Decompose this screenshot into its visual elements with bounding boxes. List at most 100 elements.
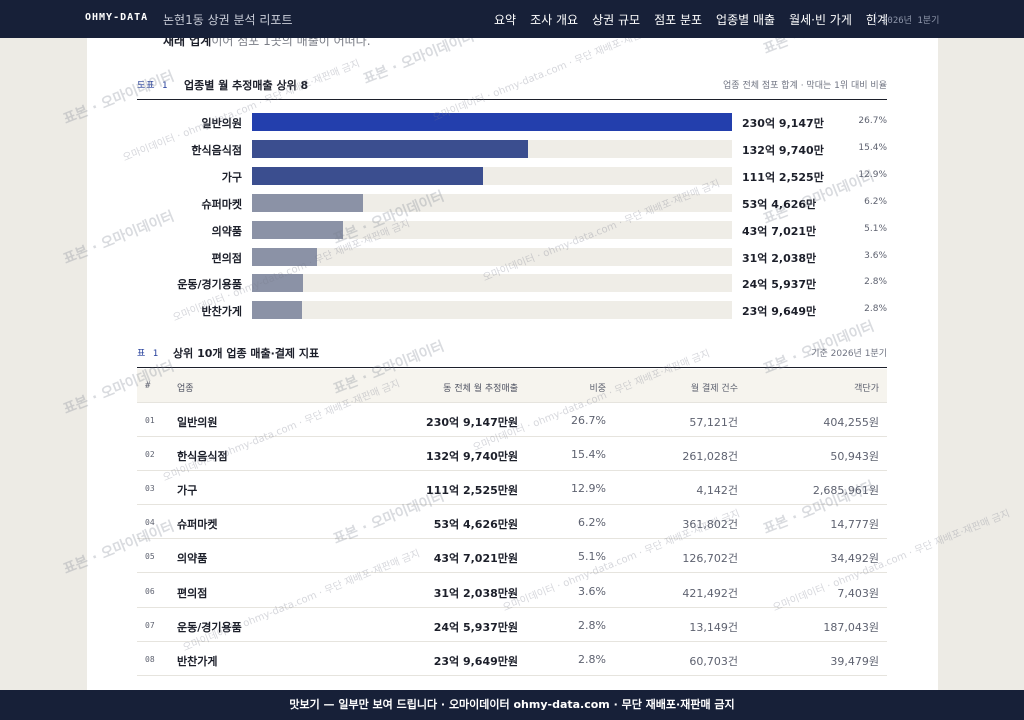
- cell-industry: 슈퍼마켓: [177, 518, 218, 532]
- chart-bar-track: [252, 301, 732, 320]
- chart-bar-label: 의약품: [211, 224, 242, 238]
- cell-revenue: 23억 9,649만원: [433, 654, 518, 668]
- chart-bar-share: 15.4%: [858, 142, 887, 153]
- chart-bar-track: [252, 274, 732, 293]
- col-industry: 업종: [177, 384, 194, 394]
- chart-bar: [252, 193, 364, 212]
- table-header: 표 1 상위 10개 업종 매출·결제 지표 기준 2026년 1분기: [137, 344, 887, 368]
- cell-payments: 60,703건: [689, 654, 738, 668]
- nav-link-market-size[interactable]: 상권 규모: [592, 13, 641, 27]
- cell-share: 2.8%: [578, 652, 606, 666]
- preview-footer: 맛보기 — 일부만 보여 드립니다 · 오마이데이터 ohmy-data.com…: [0, 690, 1024, 720]
- cell-avg-price: 404,255원: [823, 416, 879, 429]
- col-avg-price: 객단가: [854, 384, 879, 394]
- chart-bar-share: 2.8%: [864, 277, 887, 288]
- cell-payments: 57,121건: [689, 416, 738, 429]
- nav-link-limitations[interactable]: 한계: [865, 13, 888, 27]
- chart-bar-value: 230억 9,147만: [742, 117, 824, 130]
- chart-bar-track: [252, 220, 732, 239]
- cell-payments: 13,149건: [689, 620, 738, 634]
- chart-row: 가구 111억 2,525만 12.9%: [137, 166, 887, 185]
- cell-revenue: 24억 5,937만원: [433, 620, 518, 634]
- cell-industry: 편의점: [177, 586, 208, 600]
- table-row: 05 의약품 43억 7,021만원 5.1% 126,702건 34,492원: [137, 539, 887, 574]
- chart-bar-value: 111억 2,525만: [742, 170, 824, 184]
- chart-bar-share: 26.7%: [858, 116, 887, 126]
- table-column-header: # 업종 동 전체 월 추정매출 비중 월 결제 건수 객단가: [137, 369, 887, 403]
- cell-rank: 05: [145, 552, 155, 562]
- chart-bar-value: 132억 9,740만: [742, 143, 824, 157]
- cell-payments: 126,702건: [682, 552, 738, 566]
- nav-link-store-distribution[interactable]: 점포 분포: [654, 13, 703, 27]
- nav-links: 요약 조사 개요 상권 규모 점포 분포 업종별 매출 월세·빈 가게 한계: [494, 11, 902, 28]
- cell-industry: 의약품: [177, 552, 208, 566]
- chart-bar: [252, 139, 529, 158]
- chart-row: 운동/경기용품 24억 5,937만 2.8%: [137, 274, 887, 293]
- chart-bar-share: 2.8%: [864, 304, 887, 315]
- figure-title: 업종별 월 추정매출 상위 8: [184, 79, 309, 92]
- nav-divider: [875, 12, 876, 26]
- nav-link-overview[interactable]: 조사 개요: [530, 13, 579, 27]
- table-row: 01 일반의원 230억 9,147만원 26.7% 57,121건 404,255원: [137, 403, 887, 437]
- chart-bar-label: 일반의원: [201, 117, 242, 130]
- nav-period: 2026년 1분기: [882, 16, 940, 26]
- nav-link-sales-by-industry[interactable]: 업종별 매출: [716, 13, 776, 27]
- nav-link-rent-vacancy[interactable]: 월세·빈 가게: [789, 13, 852, 27]
- cell-share: 2.8%: [578, 618, 606, 632]
- cell-industry: 일반의원: [177, 416, 218, 429]
- cut-off-paragraph: 재래 업계이어 점포 1곳의 매출이 어떠다.: [163, 38, 371, 49]
- cell-industry: 운동/경기용품: [177, 620, 242, 634]
- cell-avg-price: 34,492원: [830, 552, 879, 566]
- report-paper: 재래 업계이어 점포 1곳의 매출이 어떠다. 도표 1 업종별 월 추정매출 …: [87, 38, 938, 690]
- cell-industry: 가구: [177, 484, 198, 498]
- table-row: 07 운동/경기용품 24억 5,937만원 2.8% 13,149건 187,043원: [137, 608, 887, 642]
- cell-revenue: 230억 9,147만원: [426, 416, 518, 429]
- chart-bar-track: [252, 247, 732, 266]
- chart-row: 슈퍼마켓 53억 4,626만 6.2%: [137, 193, 887, 212]
- chart-bar-track: [252, 139, 732, 158]
- chart-bar-label: 운동/경기용품: [177, 278, 242, 292]
- table-note: 기준 2026년 1분기: [811, 349, 887, 359]
- chart-bar: [252, 301, 302, 320]
- chart-bar-label: 슈퍼마켓: [201, 197, 242, 211]
- chart-bar: [252, 113, 732, 131]
- chart-bar-value: 43억 7,021만: [742, 224, 817, 238]
- cell-avg-price: 7,403원: [837, 586, 879, 600]
- cell-share: 15.4%: [571, 448, 606, 462]
- nav-link-summary[interactable]: 요약: [494, 13, 517, 27]
- chart-bar-value: 23억 9,649만: [742, 305, 817, 319]
- col-share: 비중: [589, 384, 606, 394]
- chart-bar-label: 반찬가게: [201, 305, 242, 319]
- cell-share: 26.7%: [571, 414, 606, 427]
- chart-bar-value: 53억 4,626만: [742, 197, 817, 211]
- cell-avg-price: 50,943원: [830, 450, 879, 464]
- cell-payments: 421,492건: [682, 586, 738, 600]
- table-row: 02 한식음식점 132억 9,740만원 15.4% 261,028건 50,943원: [137, 437, 887, 472]
- cell-rank: 01: [145, 416, 155, 425]
- table-row: 04 슈퍼마켓 53억 4,626만원 6.2% 361,802건 14,777원: [137, 505, 887, 540]
- chart-bar: [252, 166, 484, 185]
- cell-avg-price: 39,479원: [830, 654, 879, 668]
- cell-rank: 04: [145, 518, 155, 528]
- chart-bar-value: 31억 2,038만: [742, 251, 817, 265]
- cell-revenue: 43억 7,021만원: [433, 552, 518, 566]
- chart-bar-share: 5.1%: [864, 223, 887, 234]
- cell-rank: 03: [145, 484, 155, 494]
- report-title: 논현1동 상권 분석 리포트: [163, 13, 293, 27]
- cell-payments: 4,142건: [696, 484, 738, 498]
- cell-rank: 08: [145, 654, 155, 664]
- chart-bar-share: 6.2%: [864, 196, 887, 207]
- cell-avg-price: 2,685,961원: [812, 484, 879, 498]
- chart-bar-share: 12.9%: [858, 169, 887, 180]
- figure-note: 업종 전체 점포 합계 · 막대는 1위 대비 비율: [723, 81, 887, 91]
- top-nav: OHMY-DATA 논현1동 상권 분석 리포트 요약 조사 개요 상권 규모 …: [0, 0, 1024, 38]
- chart-bar: [252, 247, 317, 266]
- chart-bar-track: [252, 193, 732, 212]
- figure-tag: 도표 1: [137, 81, 169, 91]
- chart-bar-track: [252, 166, 732, 185]
- col-revenue: 동 전체 월 추정매출: [443, 384, 518, 394]
- figure-header: 도표 1 업종별 월 추정매출 상위 8 업종 전체 점포 합계 · 막대는 1…: [137, 76, 887, 100]
- cell-share: 5.1%: [578, 550, 606, 564]
- brand-logo[interactable]: OHMY-DATA: [85, 12, 149, 23]
- cell-revenue: 31억 2,038만원: [433, 586, 518, 600]
